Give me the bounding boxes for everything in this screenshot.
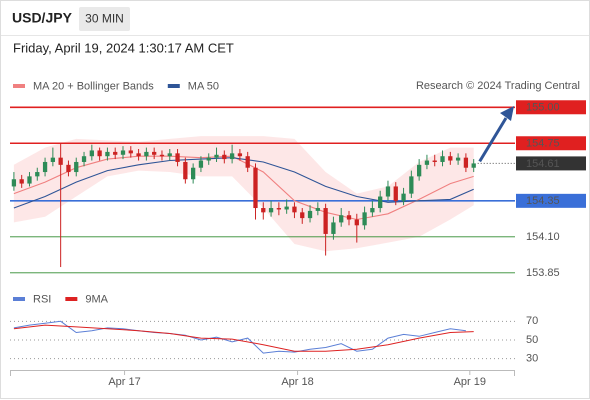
level-box bbox=[516, 100, 586, 115]
subtitle: Friday, April 19, 2024 1:30:17 AM CET bbox=[13, 40, 234, 55]
candle-body bbox=[409, 176, 414, 194]
level-box bbox=[516, 136, 586, 151]
candle-body bbox=[346, 215, 352, 220]
rsi-legend-swatch bbox=[13, 297, 25, 301]
candle-body bbox=[222, 154, 227, 160]
candle-body bbox=[27, 176, 32, 184]
candle-body bbox=[331, 222, 336, 234]
candle-body bbox=[152, 151, 157, 155]
candle-body bbox=[432, 160, 437, 162]
candle-body bbox=[315, 208, 320, 211]
legend-label: MA 20 + Bollinger Bands bbox=[33, 80, 154, 92]
level-box bbox=[516, 193, 586, 208]
candle-body bbox=[393, 186, 398, 201]
rsi-tick-label: 30 bbox=[526, 353, 538, 365]
timeframe[interactable]: 30 MIN bbox=[85, 12, 124, 26]
level-label: 154.10 bbox=[526, 231, 560, 243]
candle-body bbox=[362, 212, 367, 226]
candle-body bbox=[237, 153, 243, 157]
candle-body bbox=[42, 161, 48, 173]
rsi-legend-swatch bbox=[65, 297, 78, 301]
credit: Research © 2024 Trading Central bbox=[416, 80, 580, 92]
legend-swatch bbox=[167, 84, 180, 88]
legend-label: MA 50 bbox=[188, 80, 219, 92]
candle-body bbox=[378, 196, 383, 209]
chart-title: USD/JPY bbox=[12, 10, 73, 26]
candle-body bbox=[424, 160, 430, 165]
legend-swatch bbox=[13, 84, 25, 88]
candle-body bbox=[448, 156, 453, 161]
candle-body bbox=[440, 156, 445, 162]
candle-body bbox=[198, 160, 204, 168]
candle-body bbox=[284, 206, 289, 210]
rsi-tick-label: 50 bbox=[526, 334, 538, 346]
candle-body bbox=[206, 157, 211, 161]
plot: MA 20 + Bollinger Bands MA 50 155.00 154.75… bbox=[10, 80, 586, 388]
candle-body bbox=[167, 153, 172, 157]
candle-body bbox=[136, 153, 141, 157]
candle-body bbox=[159, 154, 165, 157]
candle-body bbox=[128, 150, 133, 154]
candle-body bbox=[229, 153, 235, 160]
candle-body bbox=[74, 161, 79, 173]
candle-body bbox=[35, 172, 40, 177]
candle-body bbox=[183, 161, 188, 180]
level-label: 155.00 bbox=[526, 102, 560, 114]
level-label: 154.75 bbox=[526, 138, 560, 150]
candle-body bbox=[58, 157, 63, 165]
candle-body bbox=[268, 208, 274, 213]
x-tick-label: Apr 17 bbox=[108, 376, 140, 388]
candle-body bbox=[261, 208, 266, 213]
candle-body bbox=[97, 150, 102, 157]
last-price-label: 154.61 bbox=[526, 158, 560, 170]
level-label: 154.35 bbox=[526, 195, 560, 207]
candle-body bbox=[50, 157, 56, 162]
candle-body bbox=[19, 179, 24, 184]
forecast-arrowhead bbox=[500, 106, 514, 121]
level-label: 153.85 bbox=[526, 267, 560, 279]
rsi-legend-label: RSI bbox=[33, 293, 51, 305]
candle-body bbox=[300, 212, 305, 219]
candle-body bbox=[370, 208, 375, 213]
candle-body bbox=[89, 150, 94, 157]
rsi-line bbox=[13, 320, 466, 354]
candle-body bbox=[463, 157, 469, 168]
candle-body bbox=[292, 206, 297, 213]
candle-body bbox=[385, 186, 391, 197]
rsi-tick-label: 70 bbox=[526, 315, 538, 327]
timeframe-box[interactable] bbox=[79, 7, 130, 31]
last-price-box bbox=[516, 156, 586, 171]
candle-body bbox=[11, 179, 17, 187]
candle-body bbox=[323, 208, 328, 234]
candle-body bbox=[339, 215, 344, 223]
candle-body bbox=[144, 151, 149, 157]
candle-body bbox=[471, 163, 476, 168]
candle-body bbox=[245, 156, 250, 168]
candle-body bbox=[105, 151, 110, 157]
rsi-line bbox=[13, 324, 474, 352]
candle-body bbox=[190, 167, 196, 180]
candle-body bbox=[253, 167, 258, 209]
candle-body bbox=[417, 164, 422, 177]
candle-body bbox=[214, 154, 219, 158]
forecast-arrow bbox=[478, 117, 508, 163]
candle-body bbox=[276, 208, 282, 210]
candle-body bbox=[307, 210, 313, 219]
candle-body bbox=[113, 151, 118, 155]
candle-body bbox=[455, 157, 461, 161]
candle-body bbox=[354, 219, 359, 226]
candle-body bbox=[81, 156, 87, 162]
candle-body bbox=[175, 153, 180, 162]
x-tick-label: Apr 19 bbox=[454, 376, 486, 388]
rsi-legend-label: 9MA bbox=[85, 293, 108, 305]
candle-body bbox=[66, 164, 71, 173]
candle-body bbox=[401, 193, 406, 201]
x-tick-label: Apr 18 bbox=[281, 376, 313, 388]
candle-body bbox=[120, 150, 126, 155]
